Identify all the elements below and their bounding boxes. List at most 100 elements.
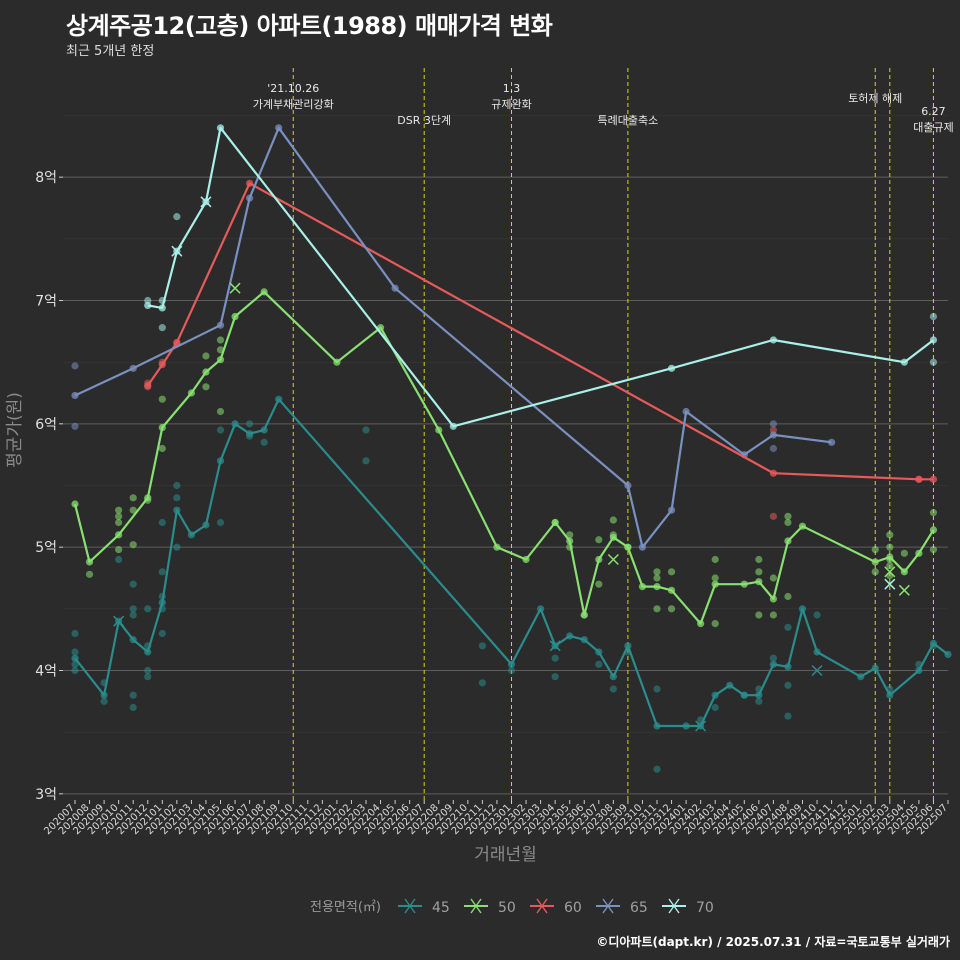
cancel-mark-45: [695, 720, 707, 732]
cancel-mark-45: [113, 615, 125, 627]
legend-label: 45: [432, 900, 450, 916]
policy-label: 규제완화: [491, 98, 531, 111]
data-point-50: [871, 568, 879, 576]
data-point-50: [129, 494, 137, 502]
data-point-45: [71, 666, 79, 675]
data-point-50: [871, 546, 879, 554]
data-point-45: [173, 543, 181, 551]
y-tick-label: 7억: [35, 294, 57, 310]
data-point-70: [144, 296, 152, 305]
data-point-50: [784, 512, 792, 520]
data-point-70: [929, 358, 938, 366]
data-point-50: [784, 518, 792, 527]
legend-swatch-mark: [404, 898, 416, 914]
page-subtitle: 최근 5개년 한정: [66, 44, 155, 59]
legend-swatch-mark: [602, 898, 614, 914]
data-point-45: [71, 648, 79, 656]
y-tick-label: 6억: [35, 417, 57, 433]
cancel-mark-50: [884, 566, 896, 578]
data-point-50: [769, 611, 778, 619]
data-point-50: [755, 611, 763, 619]
avg-point-65: [828, 438, 836, 446]
data-point-45: [755, 697, 763, 705]
series-lines: [73, 126, 949, 728]
data-point-60: [769, 512, 778, 520]
data-point-45: [784, 681, 792, 689]
data-point-50: [595, 580, 603, 588]
data-point-45: [115, 555, 123, 564]
data-point-45: [216, 518, 225, 527]
data-point-45: [144, 666, 152, 675]
data-point-45: [246, 420, 254, 428]
policy-label: 1.3: [503, 82, 521, 95]
data-point-50: [769, 574, 778, 582]
data-point-65: [71, 362, 79, 370]
data-point-50: [216, 407, 225, 416]
cancel-mark-70: [884, 578, 896, 590]
data-point-50: [886, 531, 894, 539]
data-point-70: [173, 213, 181, 221]
data-point-65: [769, 444, 778, 453]
data-point-50: [115, 518, 123, 527]
series-line-45: [74, 398, 949, 728]
data-point-45: [144, 673, 152, 681]
data-point-45: [362, 457, 370, 465]
data-point-45: [144, 605, 152, 613]
data-point-50: [784, 592, 792, 601]
cancel-mark-45: [811, 664, 823, 677]
cancel-mark-70: [171, 245, 183, 257]
data-point-45: [784, 712, 792, 720]
data-point-45: [769, 654, 778, 662]
data-point-50: [158, 444, 166, 453]
data-point-45: [129, 691, 137, 699]
data-point-45: [260, 438, 268, 446]
data-point-50: [115, 546, 123, 554]
data-point-50: [886, 562, 894, 570]
page-title: 상계주공12(고층) 아파트(1988) 매매가격 변화: [66, 12, 553, 40]
policy-label: 6.27: [921, 105, 946, 118]
data-point-45: [362, 426, 370, 434]
legend-label: 50: [498, 900, 516, 916]
data-point-50: [886, 543, 894, 551]
cancel-marks: [113, 196, 910, 732]
data-point-45: [173, 494, 181, 502]
data-point-50: [609, 516, 617, 524]
y-tick-label: 4억: [35, 664, 57, 680]
data-point-45: [551, 673, 559, 681]
data-point-50: [755, 568, 763, 576]
data-point-50: [711, 620, 719, 628]
data-point-45: [129, 703, 137, 712]
legend-label: 70: [696, 900, 714, 916]
cancel-mark-50: [229, 282, 241, 294]
data-point-50: [595, 536, 603, 544]
data-point-50: [755, 555, 763, 564]
data-point-65: [71, 422, 79, 430]
data-point-45: [813, 611, 821, 619]
legend: 전용면적(㎡) 45 50 60 65 70: [310, 898, 714, 916]
data-point-45: [711, 703, 719, 712]
data-point-45: [129, 611, 137, 619]
data-point-45: [216, 426, 225, 434]
cancel-mark-50: [607, 553, 619, 566]
series-line-70: [147, 126, 935, 428]
data-point-50: [202, 383, 210, 391]
policy-label: 토허제 해제: [848, 91, 902, 105]
policy-label: 가계부채관리강화: [253, 98, 334, 111]
data-point-45: [653, 765, 661, 773]
data-point-50: [115, 512, 123, 520]
policy-label: '21.10.26: [267, 82, 319, 95]
data-point-70: [158, 324, 166, 332]
data-point-50: [129, 506, 137, 514]
series-line-50: [73, 290, 935, 625]
data-point-50: [667, 605, 676, 613]
data-point-50: [202, 352, 210, 360]
data-point-50: [129, 541, 137, 549]
data-point-45: [158, 568, 166, 576]
data-point-60: [769, 426, 778, 434]
data-point-45: [478, 642, 486, 650]
legend-swatch-mark: [668, 898, 680, 914]
data-point-45: [609, 685, 617, 693]
data-point-45: [595, 660, 603, 668]
data-point-45: [158, 518, 166, 527]
